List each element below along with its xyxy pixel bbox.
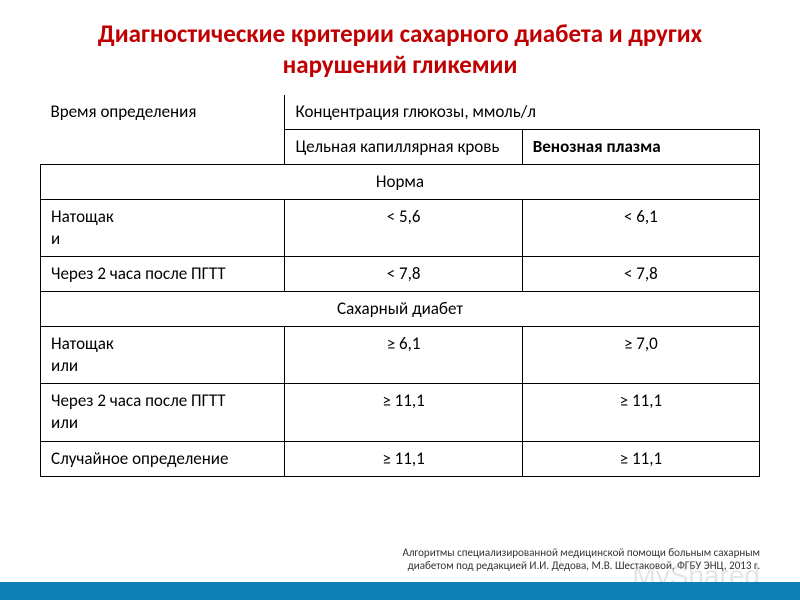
val-dm-random-cap: ≥ 11,1: [285, 441, 522, 476]
row-fasting-and: Натощаки: [41, 199, 285, 256]
val-norm-pgtt-ven: < 7,8: [522, 256, 759, 291]
bottom-bar: [0, 582, 800, 600]
val-dm-random-ven: ≥ 11,1: [522, 441, 759, 476]
header-capillary: Цельная капиллярная кровь: [285, 129, 522, 164]
table-container: Время определения Концентрация глюкозы, …: [0, 95, 800, 477]
row-after-pgtt-or: Через 2 часа после ПГТТили: [41, 384, 285, 441]
watermark-box: [560, 552, 605, 564]
val-dm-fasting-ven: ≥ 7,0: [522, 327, 759, 384]
section-diabetes: Сахарный диабет: [41, 292, 760, 327]
criteria-table: Время определения Концентрация глюкозы, …: [40, 95, 760, 477]
val-dm-pgtt-ven: ≥ 11,1: [522, 384, 759, 441]
row-fasting-or: Натощакили: [41, 327, 285, 384]
val-norm-fasting-ven: < 6,1: [522, 199, 759, 256]
row-random: Случайное определение: [41, 441, 285, 476]
slide-title: Диагностические критерии сахарного диабе…: [0, 0, 800, 95]
header-time: Время определения: [41, 95, 285, 165]
val-norm-pgtt-cap: < 7,8: [285, 256, 522, 291]
val-norm-fasting-cap: < 5,6: [285, 199, 522, 256]
val-dm-pgtt-cap: ≥ 11,1: [285, 384, 522, 441]
header-venous: Венозная плазма: [522, 129, 759, 164]
row-after-pgtt: Через 2 часа после ПГТТ: [41, 256, 285, 291]
val-dm-fasting-cap: ≥ 6,1: [285, 327, 522, 384]
header-concentration: Концентрация глюкозы, ммоль/л: [285, 95, 760, 130]
section-normal: Норма: [41, 164, 760, 199]
